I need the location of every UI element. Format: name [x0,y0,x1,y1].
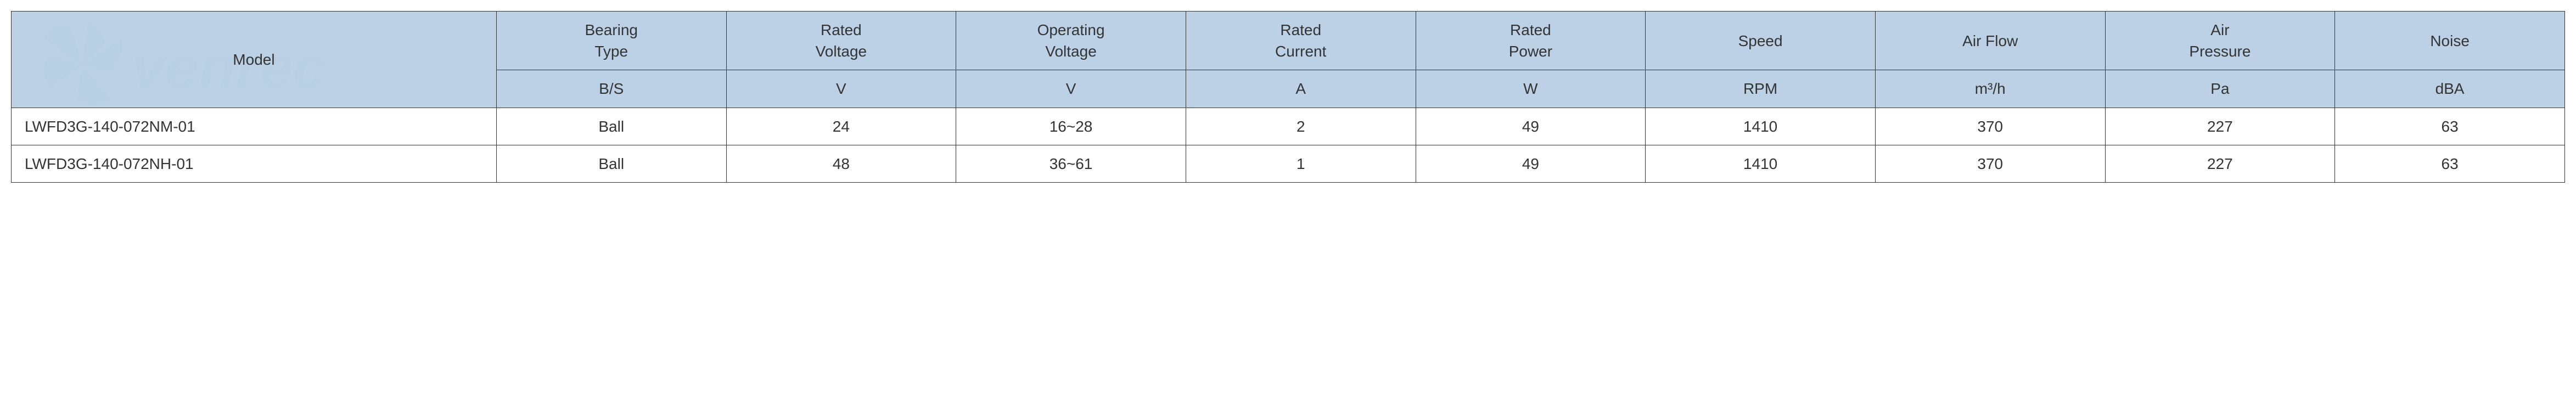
unit-rated-voltage: V [726,70,956,108]
cell-bearing: Ball [496,108,726,145]
cell-rated-power: 49 [1416,108,1646,145]
unit-operating-voltage: V [956,70,1186,108]
cell-noise: 63 [2335,145,2565,182]
cell-model: LWFD3G-140-072NM-01 [12,108,497,145]
col-header-bearing: BearingType [496,12,726,70]
table-row: LWFD3G-140-072NM-01 Ball 24 16~28 2 49 1… [12,108,2565,145]
col-header-air-pressure: AirPressure [2105,12,2335,70]
cell-air-flow: 370 [1875,145,2105,182]
col-header-speed: Speed [1646,12,1876,70]
col-header-air-flow: Air Flow [1875,12,2105,70]
unit-rated-current: A [1186,70,1416,108]
cell-rated-current: 2 [1186,108,1416,145]
unit-rated-power: W [1416,70,1646,108]
col-header-noise: Noise [2335,12,2565,70]
cell-bearing: Ball [496,145,726,182]
cell-rated-current: 1 [1186,145,1416,182]
table-row: LWFD3G-140-072NH-01 Ball 48 36~61 1 49 1… [12,145,2565,182]
col-header-model: Model [12,12,497,108]
unit-noise: dBA [2335,70,2565,108]
cell-model: LWFD3G-140-072NH-01 [12,145,497,182]
cell-rated-voltage: 24 [726,108,956,145]
col-header-operating-voltage: OperatingVoltage [956,12,1186,70]
cell-air-pressure: 227 [2105,108,2335,145]
header-row-labels: Model BearingType RatedVoltage Operating… [12,12,2565,70]
col-header-rated-current: RatedCurrent [1186,12,1416,70]
cell-noise: 63 [2335,108,2565,145]
spec-table: Model BearingType RatedVoltage Operating… [11,11,2565,183]
cell-operating-voltage: 36~61 [956,145,1186,182]
table-body: LWFD3G-140-072NM-01 Ball 24 16~28 2 49 1… [12,108,2565,182]
col-header-rated-power: RatedPower [1416,12,1646,70]
cell-air-flow: 370 [1875,108,2105,145]
cell-speed: 1410 [1646,145,1876,182]
cell-operating-voltage: 16~28 [956,108,1186,145]
table-header: Model BearingType RatedVoltage Operating… [12,12,2565,108]
cell-rated-voltage: 48 [726,145,956,182]
unit-bearing: B/S [496,70,726,108]
unit-speed: RPM [1646,70,1876,108]
col-header-rated-voltage: RatedVoltage [726,12,956,70]
cell-speed: 1410 [1646,108,1876,145]
spec-table-container: venrec Model BearingType RatedVoltage Op… [11,11,2565,183]
unit-air-flow: m³/h [1875,70,2105,108]
cell-air-pressure: 227 [2105,145,2335,182]
unit-air-pressure: Pa [2105,70,2335,108]
cell-rated-power: 49 [1416,145,1646,182]
